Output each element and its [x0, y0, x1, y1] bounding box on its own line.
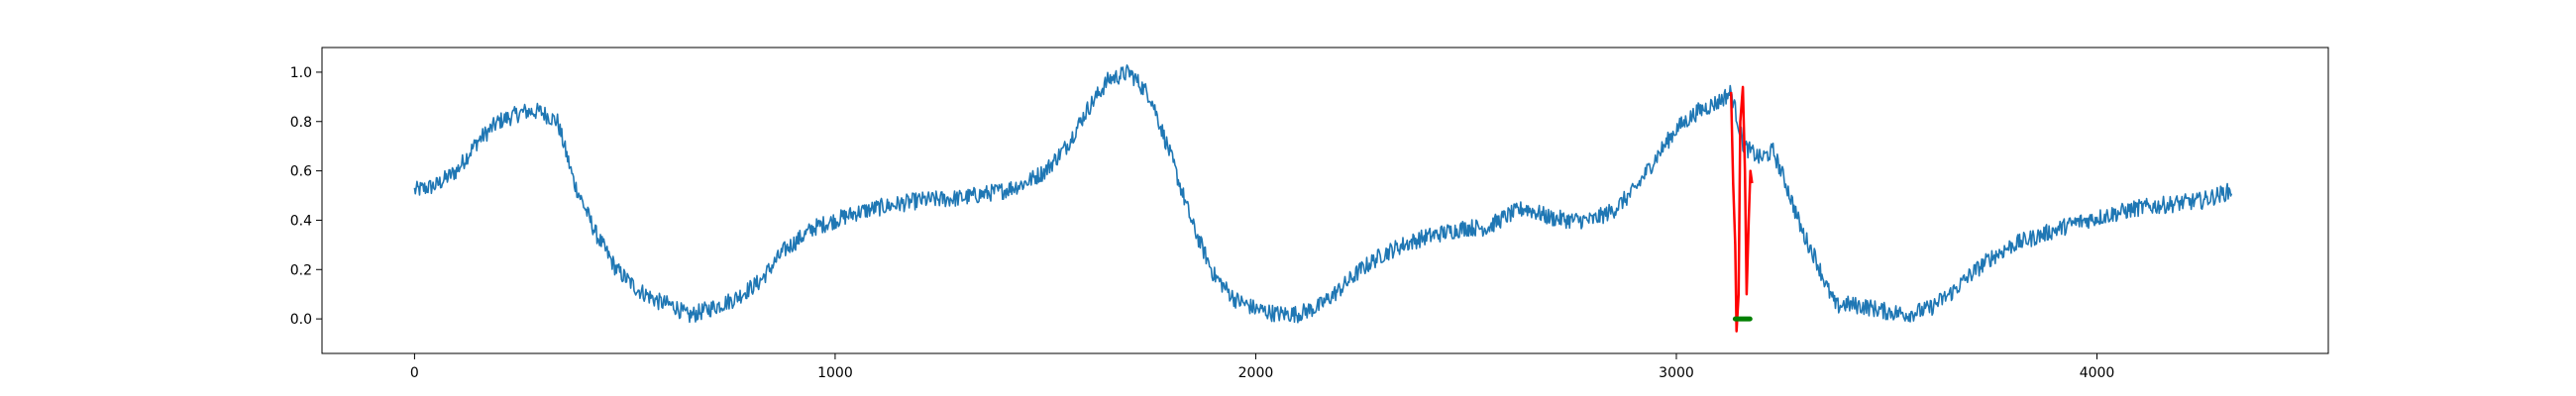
- x-tick-label: 2000: [1238, 365, 1274, 381]
- signal-series-line: [413, 64, 2233, 324]
- y-axis-ticks: 0.0 0.2 0.4 0.6 0.8 1.0: [290, 65, 322, 328]
- x-tick-label: 1000: [817, 365, 853, 381]
- y-tick-label: 0.6: [290, 164, 312, 180]
- x-axis-ticks: 0 1000 2000 3000 4000: [410, 353, 2114, 381]
- y-tick-label: 0.2: [290, 262, 312, 278]
- x-tick-label: 3000: [1659, 365, 1694, 381]
- y-tick-label: 0.0: [290, 312, 312, 328]
- series-layer: [413, 64, 2233, 333]
- x-tick-label: 0: [410, 365, 419, 381]
- x-tick-label: 4000: [2080, 365, 2115, 381]
- plot-area: [321, 47, 2329, 354]
- highlighted-segment-line: [1729, 85, 1754, 333]
- y-tick-label: 0.4: [290, 213, 312, 229]
- y-tick-label: 1.0: [290, 65, 312, 81]
- y-tick-label: 0.8: [290, 115, 312, 131]
